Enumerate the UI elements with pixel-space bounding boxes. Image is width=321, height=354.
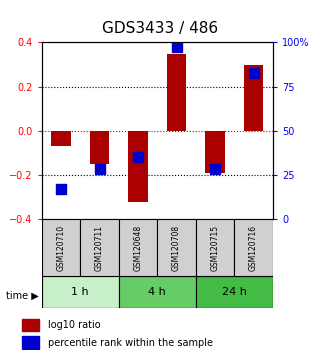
Bar [205,131,225,173]
Point [58,185,64,191]
Bar [90,131,109,164]
Bar [157,219,196,276]
Bar [119,219,157,276]
Text: log10 ratio: log10 ratio [48,320,100,330]
Text: time ▶: time ▶ [6,291,39,301]
Text: percentile rank within the sample: percentile rank within the sample [48,338,213,348]
Bar [22,319,39,331]
Text: GSM120711: GSM120711 [95,225,104,271]
Bar [196,276,273,308]
Bar [42,276,119,308]
Text: 24 h: 24 h [222,287,247,297]
Text: 4 h: 4 h [148,287,166,297]
Bar [196,219,234,276]
Point [97,166,102,172]
Bar [167,53,186,131]
Text: GSM120708: GSM120708 [172,225,181,271]
Point [174,44,179,50]
Point [135,154,141,159]
Point [213,166,218,172]
Text: GSM120710: GSM120710 [56,225,65,271]
Text: GDS3433 / 486: GDS3433 / 486 [102,21,219,36]
Text: GSM120715: GSM120715 [211,225,220,271]
Bar [128,131,148,202]
Bar [51,131,71,147]
Point [251,71,256,76]
Text: 1 h: 1 h [72,287,89,297]
Bar [80,219,119,276]
Bar [234,219,273,276]
Bar [119,276,196,308]
Bar [42,219,80,276]
Text: GSM120648: GSM120648 [134,225,143,271]
Bar [22,336,39,349]
Bar [244,65,263,131]
Text: GSM120716: GSM120716 [249,225,258,271]
